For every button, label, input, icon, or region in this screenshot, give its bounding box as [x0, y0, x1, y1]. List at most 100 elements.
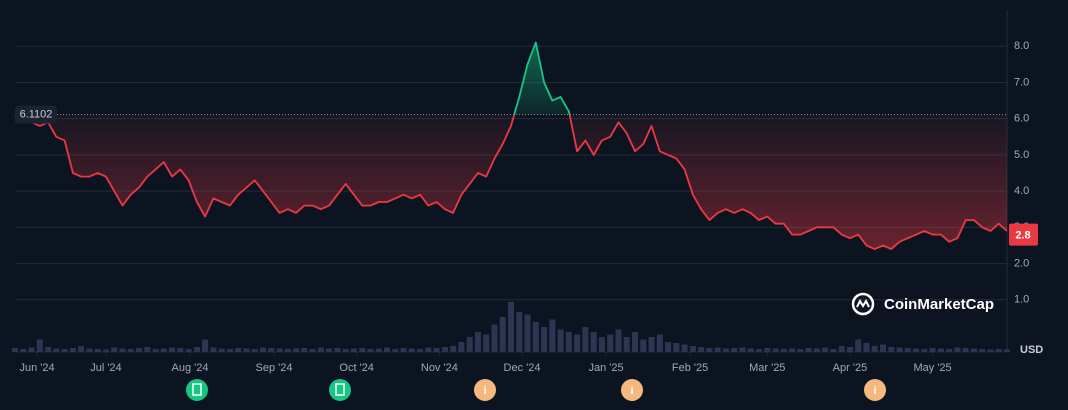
volume-bar: [1004, 349, 1010, 352]
volume-bar: [656, 334, 663, 352]
volume-bar: [516, 312, 523, 352]
volume-bar: [61, 349, 68, 352]
x-tick-label: Jul '24: [90, 362, 121, 374]
volume-bar: [838, 346, 845, 352]
volume-bar: [764, 348, 771, 352]
x-tick-label: May '25: [914, 362, 952, 374]
volume-bar: [474, 332, 481, 352]
volume-bar: [557, 329, 564, 352]
volume-bar: [590, 332, 597, 352]
volume-bar: [28, 347, 35, 352]
volume-bar: [218, 348, 225, 352]
volume-bar: [797, 349, 804, 352]
volume-bar: [202, 339, 209, 352]
watermark: CoinMarketCap: [851, 292, 994, 316]
info-glyph: i: [630, 385, 633, 397]
volume-bar: [276, 348, 283, 352]
x-tick-label: Feb '25: [672, 362, 708, 374]
x-tick-label: Apr '25: [833, 362, 868, 374]
x-tick-label: Oct '24: [339, 362, 374, 374]
x-tick-label: Jun '24: [19, 362, 54, 374]
info-icon[interactable]: [864, 379, 886, 401]
volume-bar: [904, 348, 911, 352]
y-tick-label: 5.0: [1014, 149, 1029, 161]
x-tick-label: Jan '25: [588, 362, 623, 374]
volume-bar: [384, 347, 390, 352]
volume-bar: [293, 348, 300, 352]
volume-bar: [342, 349, 349, 352]
volume-bar: [309, 349, 316, 352]
last-price-label: 2.8: [1015, 229, 1030, 241]
volume-bar: [78, 346, 85, 352]
volume-bar: [979, 349, 986, 352]
volume-bar: [235, 348, 242, 352]
volume-bar: [499, 317, 506, 352]
baseline-label-bg: [15, 105, 57, 124]
volume-bar: [36, 339, 43, 352]
volume-bar: [508, 302, 514, 352]
info-icon[interactable]: [474, 379, 496, 401]
volume-bar: [111, 347, 118, 352]
volume-bar: [780, 349, 787, 352]
volume-bar: [954, 347, 961, 352]
volume-bar: [127, 349, 134, 352]
volume-bar: [665, 342, 672, 352]
price-line: [14, 41, 1008, 250]
volume-bar: [152, 349, 159, 352]
volume-bar: [913, 348, 920, 352]
news-icon[interactable]: [329, 379, 351, 401]
volume-bar: [524, 314, 531, 352]
x-tick-label: Sep '24: [256, 362, 293, 374]
volume-bar: [962, 348, 969, 352]
volume-bar: [169, 347, 176, 352]
volume-bar: [896, 347, 903, 352]
volume-bar: [805, 348, 812, 352]
x-tick-label: Nov '24: [421, 362, 458, 374]
volume-bar: [714, 347, 721, 352]
volume-bar: [615, 329, 622, 352]
volume-bar: [45, 347, 52, 352]
last-price-bg: [1009, 223, 1038, 246]
volume-bar: [251, 349, 258, 352]
volume-bar: [706, 348, 713, 352]
volume-bar: [607, 334, 614, 352]
volume-bar: [532, 322, 539, 352]
volume-bar: [417, 349, 424, 352]
volume-bar: [648, 337, 655, 352]
volume-bar: [863, 343, 870, 352]
volume-bar: [177, 348, 184, 352]
volume-bar: [350, 348, 357, 352]
volume-bar: [995, 349, 1002, 352]
volume-bar: [86, 348, 93, 352]
volume-bar: [623, 337, 630, 352]
volume-bar: [813, 348, 820, 352]
news-glyph: [335, 383, 345, 396]
volume-bar: [756, 349, 762, 352]
volume-bar: [441, 347, 448, 352]
volume-bar: [53, 348, 60, 352]
volume-bar: [549, 319, 556, 352]
volume-bar: [491, 324, 498, 352]
volume-bar: [640, 339, 647, 352]
volume-bar: [392, 349, 399, 352]
watermark-text: CoinMarketCap: [884, 296, 994, 313]
volume-bar: [20, 349, 27, 352]
volume-bar: [673, 343, 680, 352]
volume-bar: [301, 348, 308, 352]
event-markers: i i i: [186, 379, 886, 401]
volume-bar: [970, 348, 977, 352]
news-glyph: [192, 383, 202, 396]
volume-bar: [284, 349, 291, 352]
info-icon[interactable]: [621, 379, 643, 401]
volume-bar: [739, 347, 746, 352]
volume-bar: [193, 347, 200, 352]
volume-bar: [574, 334, 581, 352]
volume-bar: [400, 348, 407, 352]
news-icon[interactable]: [186, 379, 208, 401]
volume-bar: [946, 349, 953, 352]
info-glyph: i: [483, 385, 486, 397]
x-tick-label: Aug '24: [171, 362, 208, 374]
volume-bar: [871, 346, 878, 352]
volume-bar: [722, 348, 729, 352]
volume-bar: [987, 349, 994, 352]
